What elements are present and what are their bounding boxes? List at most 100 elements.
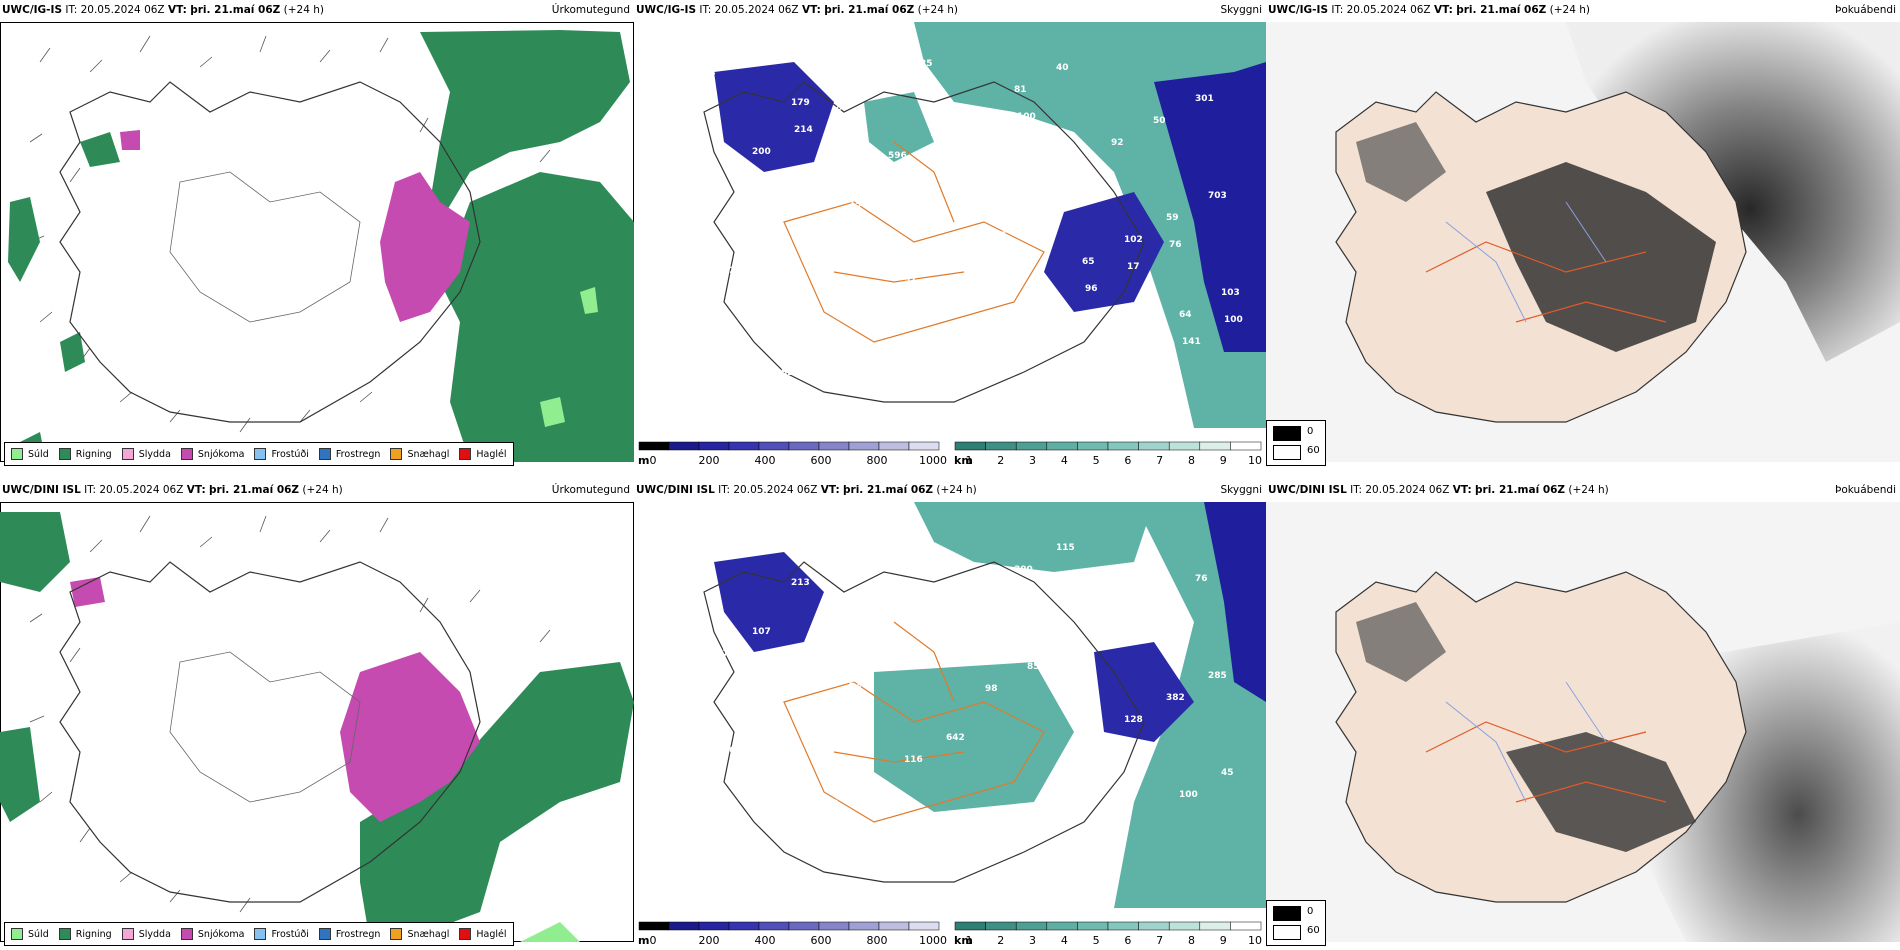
legend-item: Frostúði: [254, 448, 309, 460]
visibility-value-label: 213: [791, 578, 810, 588]
precip-type-panel: UWC/IG-IS IT: 20.05.2024 06Z VT: þri. 21…: [0, 0, 634, 470]
km-scale-tick-label: 2: [997, 934, 1004, 947]
meter-scale-color-step: [908, 441, 940, 451]
forecast-row-dini-isl: UWC/DINI ISL IT: 20.05.2024 06Z VT: þri.…: [0, 480, 1900, 950]
legend-item: Frostregn: [318, 928, 380, 940]
panel-title: Úrkomutegund: [551, 484, 630, 496]
km-scale-tick-label: 7: [1156, 934, 1163, 947]
km-scale-tick-label: 7: [1156, 454, 1163, 467]
meter-scale-color-step: [818, 921, 850, 931]
precip-map: [0, 502, 634, 942]
visibility-value-label: 115: [1056, 543, 1075, 553]
legend-swatch: [254, 448, 267, 460]
km-scale-tick-label: 10: [1248, 454, 1262, 467]
legend-label: 0: [1307, 426, 1314, 437]
legend-item: Frostregn: [318, 448, 380, 460]
km-scale-color-step: [1046, 441, 1078, 451]
visibility-value-label: 199: [694, 525, 713, 535]
it-label: IT:: [1350, 484, 1363, 496]
visibility-value-label: 114: [1043, 786, 1062, 796]
visibility-value-label: 34: [778, 821, 791, 831]
km-scale-color-step: [1077, 441, 1109, 451]
visibility-value-label: 47: [875, 54, 888, 64]
visibility-value-label: 204: [765, 724, 784, 734]
visibility-value-label: 31: [875, 534, 888, 544]
meter-scale-unit: m: [638, 934, 649, 947]
km-scale-tick-label: 3: [1029, 454, 1036, 467]
km-scale-color-step: [985, 441, 1017, 451]
fog-index-legend: 0 60: [1266, 900, 1326, 946]
visibility-value-label: 271: [1098, 381, 1117, 391]
panel-title: Skyggni: [1220, 484, 1263, 496]
meter-scale-color-step: [848, 921, 880, 931]
fog-index-map: [1266, 502, 1900, 942]
visibility-value-label: 65: [1082, 257, 1095, 267]
meter-scale-tick-label: 0: [650, 454, 657, 467]
vt-value: þri. 21.maí 06Z: [843, 484, 934, 496]
meter-scale-color-step: [788, 921, 820, 931]
visibility-value-label: 59: [1166, 213, 1179, 223]
visibility-value-label: 35: [765, 244, 778, 254]
model-name: UWC/DINI ISL: [1268, 484, 1347, 496]
visibility-scales: m 0 200 400 600 800 1000 km1 2 3 4 5 6 7 8 9 10: [638, 921, 1262, 947]
visibility-value-label: 85: [820, 319, 833, 329]
visibility-value-label: 200: [752, 147, 771, 157]
it-label: IT:: [718, 484, 731, 496]
meter-scale-tick-label: 800: [867, 454, 888, 467]
legend-swatch: [459, 928, 472, 940]
visibility-value-label: 85: [1027, 662, 1040, 672]
meter-scale-color-step: [908, 921, 940, 931]
meter-scale-color-step: [638, 921, 670, 931]
panel-header: UWC/DINI ISL IT: 20.05.2024 06Z VT: þri.…: [636, 484, 1264, 500]
legend-item: Slydda: [121, 928, 171, 940]
vt-value: þri. 21.maí 06Z: [190, 4, 281, 16]
legend-label: Slydda: [138, 448, 171, 460]
panel-header: UWC/IG-IS IT: 20.05.2024 06Z VT: þri. 21…: [636, 4, 1264, 20]
legend-label: Rigning: [75, 448, 112, 460]
meter-scale-tick-label: 200: [699, 454, 720, 467]
it-value: 20.05.2024 06Z: [80, 4, 165, 16]
legend-swatch: [390, 448, 403, 460]
legend-item: Snjókoma: [180, 928, 244, 940]
it-label: IT:: [65, 4, 78, 16]
visibility-value-label: 81: [807, 222, 820, 232]
legend-item: Snæhagl: [390, 448, 449, 460]
legend-swatch: [318, 448, 331, 460]
meter-scale-tick-label: 400: [755, 454, 776, 467]
visibility-value-label: 102: [1124, 235, 1143, 245]
legend-label: Slydda: [138, 928, 171, 940]
meter-scale-tick-label: 400: [755, 934, 776, 947]
forecast-row-ig-is: UWC/IG-IS IT: 20.05.2024 06Z VT: þri. 21…: [0, 0, 1900, 470]
km-scale-tick-label: 2: [997, 454, 1004, 467]
visibility-value-label: 178: [1043, 306, 1062, 316]
km-scale-tick-label: 1: [966, 934, 973, 947]
km-scale-tick-label: 8: [1188, 454, 1195, 467]
panel-title: Þokuábendi: [1835, 4, 1896, 16]
legend-swatch: [1273, 906, 1301, 921]
meter-scale-color-step: [818, 441, 850, 451]
visibility-value-label: 101: [1027, 182, 1046, 192]
visibility-value-label: 100: [1224, 315, 1243, 325]
visibility-scales: m 0 200 400 600 800 1000 km1 2 3 4 5 6 7 8 9 10: [638, 441, 1262, 467]
legend-item: Snæhagl: [390, 928, 449, 940]
model-name: UWC/DINI ISL: [636, 484, 715, 496]
fog-index-panel: UWC/DINI ISL IT: 20.05.2024 06Z VT: þri.…: [1266, 480, 1900, 950]
legend-swatch: [58, 928, 71, 940]
visibility-value-label: 99: [1072, 187, 1085, 197]
visibility-value-label: 117: [697, 72, 716, 82]
km-scale-color-step: [1107, 921, 1139, 931]
visibility-value-labels: 199 213 98 98 412 100 319 50 54 85 128 45 34 31 80 353 3…: [694, 525, 1234, 871]
visibility-value-label: 232: [736, 363, 755, 373]
km-scale-unit: km: [954, 454, 973, 467]
visibility-value-label: 86: [836, 103, 849, 113]
iceland-outline: [59, 561, 481, 903]
legend-swatch: [11, 448, 23, 460]
visibility-value-label: 40: [1056, 63, 1069, 73]
visibility-value-label: 86: [1001, 808, 1014, 818]
lead-time: (+24 h): [1568, 484, 1609, 496]
legend-label: Frostúði: [271, 448, 309, 460]
km-scale-tick-label: 8: [1188, 934, 1195, 947]
panel-header: UWC/IG-IS IT: 20.05.2024 06Z VT: þri. 21…: [1268, 4, 1898, 20]
meter-scale-color-step: [698, 441, 730, 451]
panel-header: UWC/DINI ISL IT: 20.05.2024 06Z VT: þri.…: [1268, 484, 1898, 500]
